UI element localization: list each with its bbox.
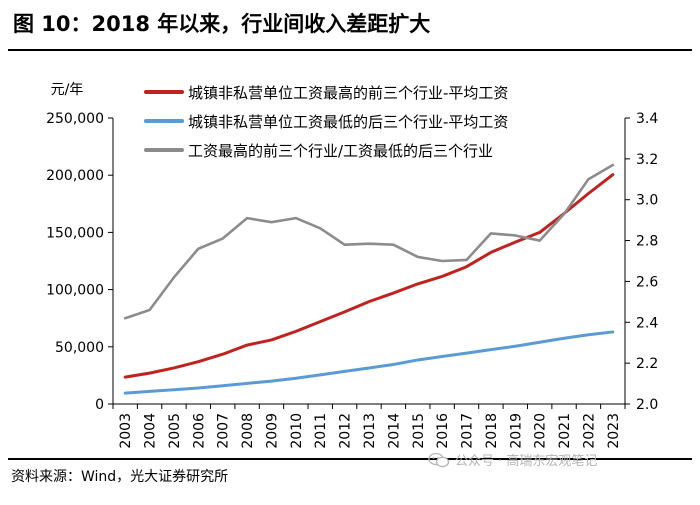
right-y-tick-label: 2.6	[636, 274, 658, 290]
figure-title: 图 10：2018 年以来，行业间收入差距扩大	[13, 12, 431, 36]
x-tick-label: 2020	[533, 413, 549, 449]
x-tick-label: 2008	[240, 413, 256, 449]
right-y-tick-label: 2.8	[636, 234, 658, 250]
series-line-2	[123, 330, 615, 395]
x-tick-label: 2010	[289, 413, 305, 449]
x-tick-label: 2016	[435, 413, 451, 449]
watermark: 公众号 · 高瑞东宏观笔记	[428, 450, 597, 469]
series-line-3	[123, 163, 615, 320]
watermark-text: 公众号 · 高瑞东宏观笔记	[455, 454, 598, 469]
right-y-tick-label: 2.4	[636, 315, 658, 331]
footer-divider	[8, 458, 692, 460]
x-tick-label: 2006	[191, 413, 207, 449]
x-tick-label: 2005	[167, 413, 183, 449]
right-y-tick-label: 2.0	[636, 397, 658, 413]
series-line-1	[123, 173, 615, 379]
legend-label-3: 工资最高的前三个行业/工资最低的后三个行业	[188, 142, 493, 160]
left-y-tick-label: 0	[95, 397, 104, 413]
x-tick-label: 2011	[313, 413, 329, 449]
right-y-tick-label: 3.0	[636, 193, 658, 209]
left-y-tick-label: 50,000	[55, 340, 104, 356]
x-tick-label: 2014	[386, 413, 402, 449]
title-divider	[8, 49, 692, 51]
x-tick-label: 2018	[484, 413, 500, 449]
x-tick-label: 2022	[581, 413, 597, 449]
left-y-tick-label: 100,000	[46, 283, 104, 299]
x-tick-label: 2009	[264, 413, 280, 449]
wechat-icon	[428, 452, 450, 467]
x-tick-label: 2017	[460, 413, 476, 449]
left-y-tick-label: 250,000	[46, 111, 104, 127]
source-note: 资料来源：Wind，光大证券研究所	[11, 469, 229, 485]
x-tick-label: 2013	[362, 413, 378, 449]
x-tick-label: 2004	[143, 413, 159, 449]
x-tick-label: 2021	[557, 413, 573, 449]
x-tick-label: 2003	[118, 413, 134, 449]
x-tick-label: 2019	[508, 413, 524, 449]
right-y-tick-label: 3.2	[636, 152, 658, 168]
legend-label-2: 城镇非私营单位工资最低的后三个行业-平均工资	[188, 113, 508, 131]
x-tick-label: 2023	[606, 413, 622, 449]
left-axis-unit: 元/年	[51, 82, 84, 98]
left-y-tick-label: 150,000	[46, 225, 104, 241]
x-tick-label: 2007	[216, 413, 232, 449]
x-tick-label: 2015	[411, 413, 427, 449]
left-y-tick-label: 200,000	[46, 168, 104, 184]
x-tick-label: 2012	[338, 413, 354, 449]
right-y-tick-label: 2.2	[636, 356, 658, 372]
right-y-tick-label: 3.4	[636, 111, 658, 127]
legend-label-1: 城镇非私营单位工资最高的前三个行业-平均工资	[188, 84, 508, 102]
